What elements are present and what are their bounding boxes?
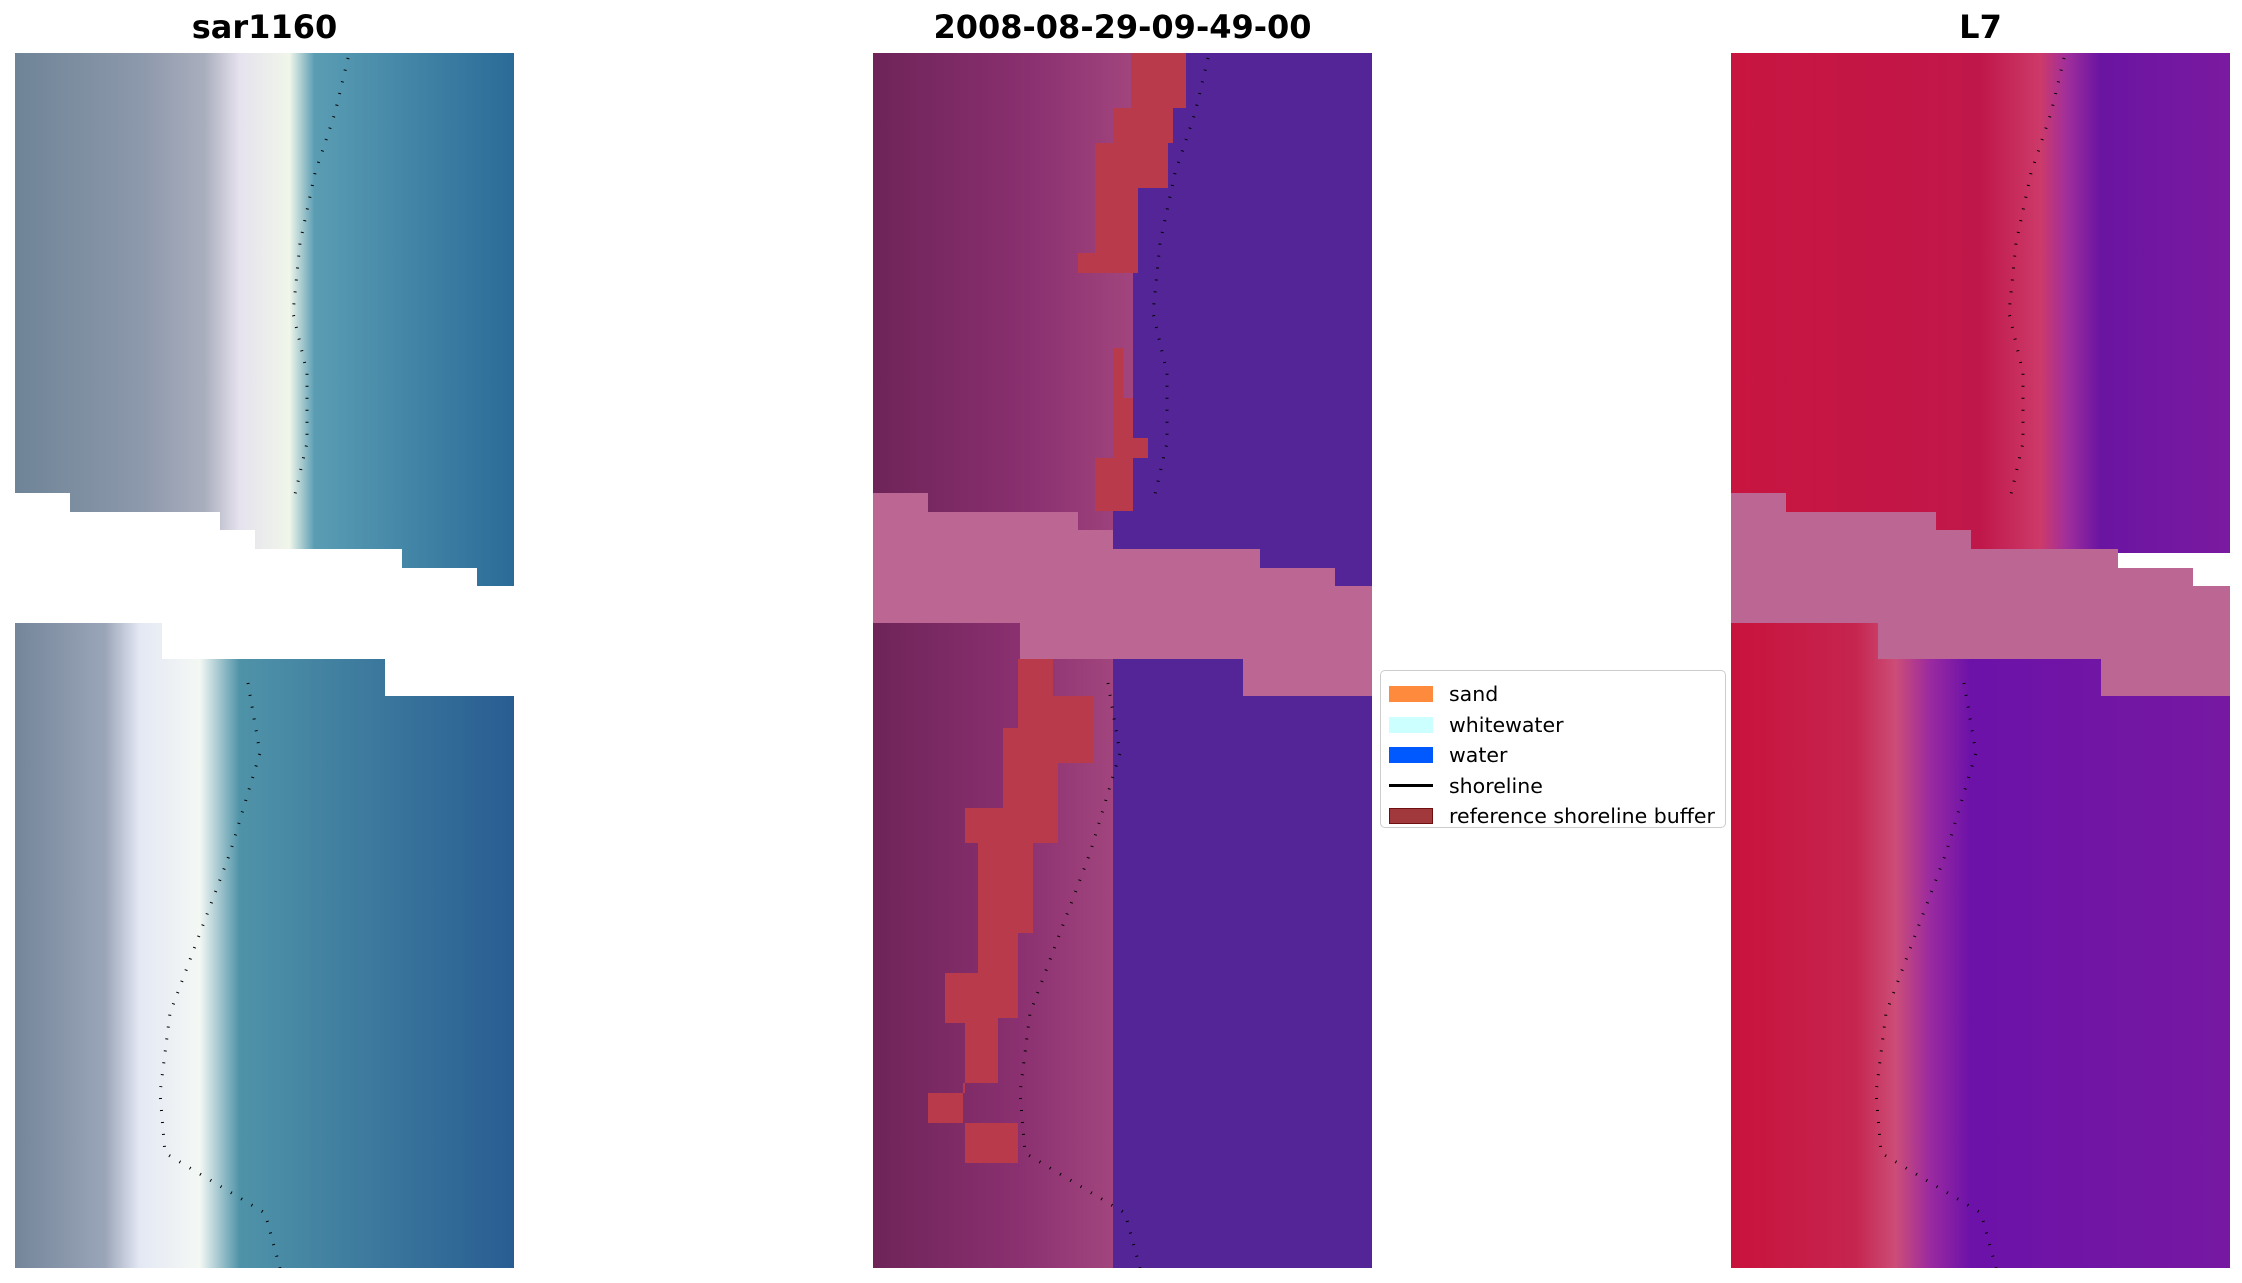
legend-label: reference shoreline buffer [1449,804,1715,829]
legend-label: whitewater [1449,712,1564,737]
legend-item-reference-buffer: reference shoreline buffer [1389,801,1717,832]
legend-item-whitewater: whitewater [1389,710,1717,741]
shoreline-line-icon [1389,784,1433,788]
legend-item-shoreline: shoreline [1389,771,1717,802]
whitewater-swatch-icon [1389,716,1433,733]
panel-title-rgb: sar1160 [191,8,338,46]
legend-label: shoreline [1449,773,1543,798]
panel-title-classified: 2008-08-29-09-49-00 [933,8,1312,46]
classified-image-panel [873,53,1372,1268]
buffer-swatch-icon [1389,808,1433,825]
rgb-image-panel [15,53,514,1268]
panel-title-index: L7 [1959,8,2002,46]
sand-swatch-icon [1389,686,1433,703]
legend-item-sand: sand [1389,679,1717,710]
legend-item-water: water [1389,740,1717,771]
l7-index-panel [1731,53,2230,1268]
water-swatch-icon [1389,747,1433,764]
legend-label: water [1449,743,1508,768]
legend: sand whitewater water shoreline referenc… [1380,670,1726,828]
legend-label: sand [1449,682,1499,707]
